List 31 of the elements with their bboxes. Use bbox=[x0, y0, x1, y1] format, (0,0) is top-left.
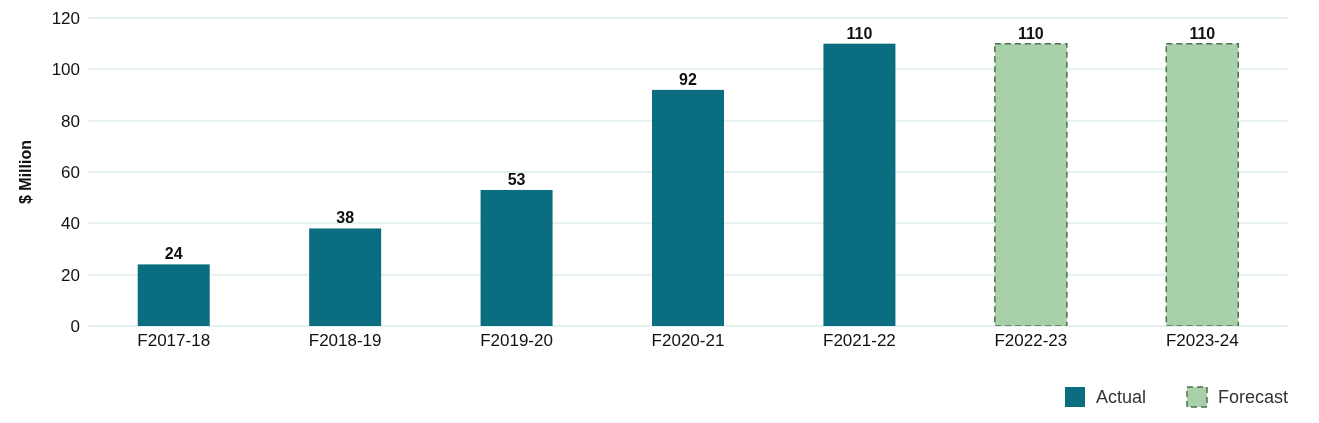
x-tick-label: F2022-23 bbox=[994, 331, 1068, 351]
x-tick-label: F2018-19 bbox=[308, 331, 382, 351]
bar bbox=[480, 189, 553, 326]
data-label: 110 bbox=[1189, 24, 1216, 42]
y-tick-label: 60 bbox=[61, 163, 80, 183]
data-label: 110 bbox=[1017, 24, 1044, 42]
x-tick-label: F2023-24 bbox=[1165, 331, 1239, 351]
data-label: 110 bbox=[846, 24, 873, 42]
data-label: 53 bbox=[507, 170, 526, 188]
x-tick-label: F2019-20 bbox=[480, 331, 553, 351]
legend-label: Forecast bbox=[1217, 386, 1288, 408]
legend-label: Actual bbox=[1095, 386, 1146, 408]
x-tick-label: F2021-22 bbox=[823, 331, 896, 351]
bar bbox=[309, 228, 382, 326]
bar bbox=[652, 89, 724, 326]
x-tick-label: F2017-18 bbox=[137, 331, 211, 351]
y-tick-label: 20 bbox=[61, 265, 80, 285]
data-label: 38 bbox=[336, 209, 355, 227]
bar bbox=[1165, 42, 1240, 326]
data-label: 92 bbox=[679, 70, 697, 88]
data-label: 24 bbox=[164, 245, 183, 263]
y-tick-label: 120 bbox=[51, 9, 80, 29]
y-tick-label: 100 bbox=[51, 60, 80, 80]
y-tick-label: 0 bbox=[70, 317, 80, 337]
y-axis-title: $ Million bbox=[16, 140, 34, 204]
y-tick-label: 80 bbox=[61, 111, 80, 131]
bar bbox=[137, 264, 210, 326]
x-tick-label: F2020-21 bbox=[651, 331, 725, 351]
bar bbox=[823, 43, 896, 326]
bar bbox=[994, 42, 1068, 326]
y-tick-label: 40 bbox=[61, 214, 80, 234]
